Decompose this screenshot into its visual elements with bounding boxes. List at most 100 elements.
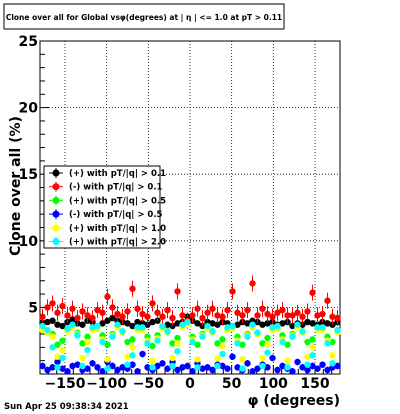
data-point <box>274 366 281 374</box>
data-point <box>334 362 341 370</box>
data-point <box>264 341 271 348</box>
data-point <box>119 364 126 371</box>
data-point <box>104 341 111 348</box>
data-point <box>174 366 181 374</box>
data-point <box>99 309 106 316</box>
data-point <box>234 309 241 316</box>
data-point <box>84 365 91 372</box>
data-point <box>179 312 186 319</box>
data-point <box>264 364 271 371</box>
legend-box <box>43 165 161 249</box>
data-point <box>144 313 151 320</box>
data-point <box>104 365 111 372</box>
data-point <box>314 365 321 372</box>
data-point <box>299 313 306 320</box>
data-point <box>124 361 131 368</box>
data-point <box>69 305 76 312</box>
data-point <box>234 321 241 328</box>
data-point <box>234 340 241 347</box>
data-point <box>269 354 276 362</box>
data-point <box>219 350 226 358</box>
data-point <box>239 356 246 363</box>
data-point <box>49 364 56 371</box>
data-point <box>79 321 86 328</box>
data-point <box>244 320 251 327</box>
data-point <box>54 309 61 316</box>
data-point <box>134 318 141 326</box>
legend-label: (-) with pT/|q| > 0.5 <box>69 210 163 220</box>
data-point <box>214 362 221 370</box>
data-point <box>194 320 201 327</box>
data-point <box>109 333 116 340</box>
data-point <box>264 310 271 318</box>
data-point <box>89 314 96 322</box>
data-point <box>54 341 61 348</box>
data-point <box>304 353 311 360</box>
data-point <box>124 308 131 315</box>
data-point <box>279 320 286 327</box>
data-point <box>334 314 341 322</box>
data-point <box>49 317 56 324</box>
data-point <box>129 361 136 368</box>
data-point <box>149 357 156 364</box>
data-point <box>154 309 161 316</box>
data-point <box>99 338 106 346</box>
data-point <box>124 320 131 327</box>
data-point <box>209 328 216 335</box>
data-point <box>49 344 56 351</box>
data-point <box>329 360 336 367</box>
data-point <box>224 365 231 372</box>
data-point <box>274 322 281 330</box>
data-point <box>204 309 211 316</box>
data-point <box>189 312 196 319</box>
series-5 <box>39 318 341 372</box>
data-point <box>314 324 321 331</box>
data-point <box>239 312 246 319</box>
data-point <box>219 336 226 343</box>
data-point <box>229 353 236 360</box>
data-point <box>259 305 266 312</box>
data-point <box>284 364 291 371</box>
data-point <box>54 321 61 328</box>
data-point <box>114 366 121 374</box>
data-point <box>309 352 316 359</box>
x-tick-label: 0 <box>185 376 195 392</box>
data-point <box>109 304 116 311</box>
data-point <box>154 337 161 344</box>
data-point <box>309 336 316 343</box>
data-point <box>69 362 76 370</box>
data-point <box>119 328 126 335</box>
data-point <box>124 353 131 360</box>
data-point <box>259 362 266 370</box>
data-point <box>104 293 111 300</box>
data-point <box>289 368 296 375</box>
data-point <box>134 305 141 312</box>
data-point <box>89 324 96 331</box>
data-point <box>289 322 296 330</box>
data-point <box>244 306 251 314</box>
data-point <box>244 360 251 367</box>
data-point <box>99 320 106 327</box>
data-point <box>264 334 271 342</box>
data-point <box>134 324 141 331</box>
legend-label: (+) with pT/|q| > 0.5 <box>69 196 166 206</box>
data-point <box>184 318 191 326</box>
data-point <box>324 366 331 374</box>
data-point <box>154 362 161 370</box>
data-point <box>214 354 221 362</box>
data-point <box>194 341 201 348</box>
x-axis-title: φ (degrees) <box>248 393 340 409</box>
data-point <box>59 322 66 330</box>
data-point <box>44 366 51 374</box>
legend-marker <box>52 169 60 177</box>
data-point <box>324 320 331 327</box>
data-point <box>169 340 176 347</box>
data-point <box>269 313 276 320</box>
data-point <box>79 362 86 370</box>
data-point <box>169 314 176 322</box>
data-point <box>289 333 296 340</box>
data-point <box>149 300 156 307</box>
data-point <box>79 308 86 315</box>
data-point <box>149 364 156 371</box>
data-point <box>329 313 336 320</box>
